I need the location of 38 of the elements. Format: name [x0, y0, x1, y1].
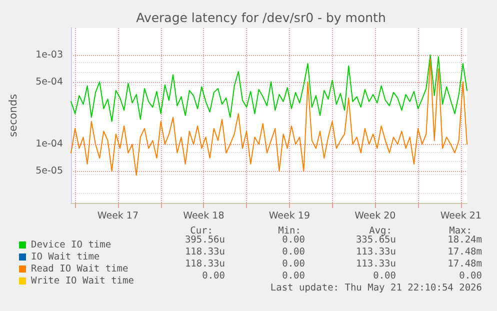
- text: 113.33u: [356, 258, 396, 270]
- text: 0.00: [282, 258, 306, 270]
- text: Avg:: [369, 226, 392, 236]
- text: 18.24m: [448, 234, 482, 246]
- legend-label: IO Wait time: [31, 252, 100, 262]
- text: 395.56u: [184, 234, 226, 246]
- legend-label: Write IO Wait time: [31, 276, 134, 286]
- text: 118.33u: [184, 258, 226, 270]
- x-tick-label: Week 21: [440, 210, 482, 222]
- x-tick-label: Week 20: [354, 210, 396, 222]
- text: 0.00: [373, 270, 396, 282]
- line-series: [70, 54, 468, 122]
- text: 0.00: [202, 270, 226, 282]
- text: 0.00: [282, 246, 306, 258]
- y-tick-label: 1e-03: [36, 49, 63, 60]
- text: 17.48m: [448, 258, 482, 270]
- x-tick-label: Week 18: [183, 210, 224, 222]
- text: 0.00: [459, 270, 482, 282]
- x-tick-label: Week 17: [97, 210, 139, 222]
- legend-label: Device IO time: [31, 240, 112, 250]
- text: Last update: Thu May 21 22:10:54 2026: [270, 282, 482, 294]
- y-tick-label: 5e-05: [36, 166, 63, 177]
- line-series: [70, 58, 468, 176]
- y-axis-title: seconds: [8, 94, 20, 137]
- text: 118.33u: [184, 246, 226, 258]
- text: Max:: [449, 226, 472, 236]
- text: 17.48m: [448, 246, 482, 258]
- text: Min:: [278, 226, 302, 236]
- text: Cur:: [190, 226, 214, 236]
- text: 113.33u: [356, 246, 396, 258]
- y-tick-label: 1e-04: [36, 138, 63, 150]
- chart-title: Average latency for /dev/sr0 - by month: [136, 10, 386, 25]
- text: 335.65u: [356, 234, 396, 246]
- text: 0.00: [282, 234, 306, 246]
- x-tick-label: Week 19: [268, 210, 310, 222]
- legend-label: Read IO Wait time: [31, 264, 129, 274]
- text: 0.00: [282, 270, 306, 282]
- y-tick-label: 5e-04: [36, 76, 63, 88]
